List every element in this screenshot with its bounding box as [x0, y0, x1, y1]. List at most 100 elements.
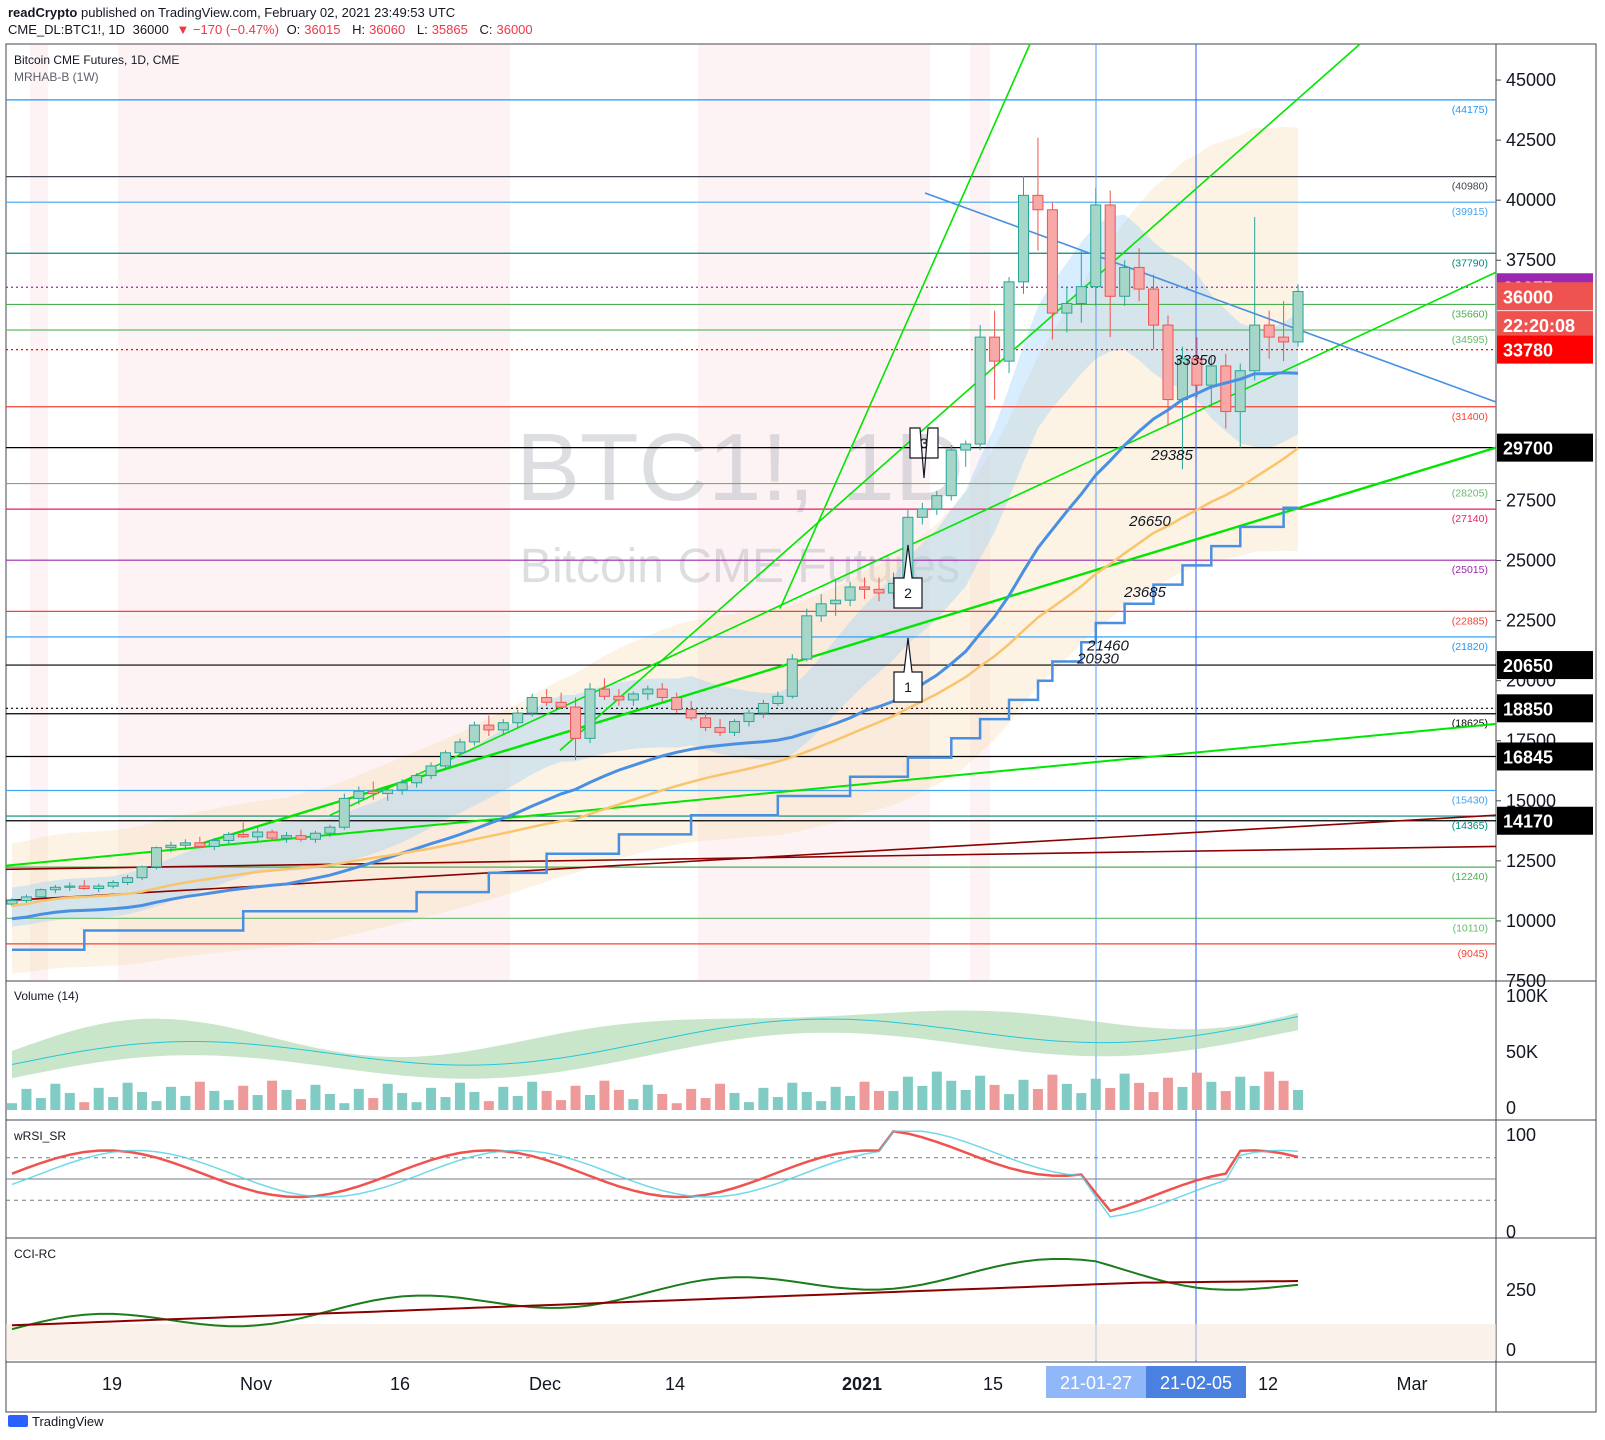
price-label-20650: 20650 — [1497, 651, 1593, 680]
candle-body-10 — [151, 847, 162, 868]
volume-bar-37 — [541, 1090, 552, 1110]
price-label-29700: 29700 — [1497, 433, 1593, 462]
candle-body-17 — [252, 831, 264, 838]
price-label-text-4: 29700 — [1503, 439, 1553, 459]
price-label-bg-8 — [1497, 806, 1593, 835]
volume-bar-65 — [946, 1080, 957, 1110]
price-label-bg-1 — [1497, 282, 1593, 311]
publisher-name[interactable]: readCrypto — [8, 5, 78, 20]
volume-bar-87 — [1264, 1071, 1275, 1110]
volume-bar-14 — [209, 1090, 220, 1110]
high-value: 36060 — [369, 22, 406, 37]
price-label-22:20:08: 22:20:08 — [1497, 311, 1593, 340]
volume-bar-36 — [527, 1081, 538, 1110]
candle-body-57 — [830, 599, 842, 605]
candle-body-59 — [859, 586, 871, 590]
candle-body-27 — [396, 782, 408, 791]
volume-bar-41 — [599, 1080, 610, 1110]
price-label-18850: 18850 — [1497, 694, 1593, 723]
price-label-bg-7 — [1497, 742, 1593, 771]
price-tick-15000: 15000 — [1506, 791, 1556, 811]
time-axis: 19 Nov 16 Dec 14 2021 15 12 Mar 21-01-27 21-02-05 — [102, 1366, 1428, 1398]
volume-tick-100K: 100K — [1506, 986, 1548, 1006]
candle-body-85 — [1234, 370, 1246, 413]
tradingview-logo[interactable]: TradingView — [8, 1414, 104, 1429]
candle-body-77 — [1119, 266, 1131, 297]
candle-body-68 — [989, 336, 1001, 362]
volume-bar-74 — [1076, 1093, 1087, 1110]
candle-body-47 — [685, 709, 697, 719]
candle-body-53 — [772, 695, 784, 705]
time-label-16: 16 — [390, 1374, 410, 1394]
volume-bar-61 — [888, 1091, 899, 1110]
price-tick-12500: 12500 — [1506, 851, 1556, 871]
candle-body-34 — [497, 722, 509, 731]
volume-bar-51 — [743, 1102, 754, 1110]
low-label: L: — [416, 22, 428, 37]
volume-bar-22 — [324, 1093, 335, 1110]
candle-body-69 — [1003, 281, 1015, 362]
yellow-ma-line — [11, 447, 1299, 907]
candle-body-13 — [194, 842, 206, 847]
candle-body-1 — [20, 896, 32, 902]
candle-body-16 — [237, 833, 249, 838]
low-value: 35865 — [431, 22, 468, 37]
volume-bar-31 — [454, 1082, 465, 1110]
date-badge-text-1: 21-02-05 — [1160, 1373, 1232, 1393]
volume-bar-30 — [440, 1097, 451, 1110]
candle-body-70 — [1018, 194, 1029, 283]
volume-bar-40 — [585, 1095, 595, 1110]
level-label-8: (27140) — [1452, 513, 1488, 525]
open-label: O: — [286, 22, 301, 37]
candle-body-45 — [656, 688, 668, 698]
volume-bar-8 — [122, 1082, 133, 1110]
cci-pane-title: CCI-RC — [14, 1247, 56, 1261]
candle-body-24 — [353, 790, 365, 799]
time-label-14: 14 — [665, 1374, 685, 1394]
candle-body-52 — [757, 703, 769, 714]
volume-bar-10 — [151, 1101, 162, 1110]
volume-tick-0: 0 — [1506, 1098, 1516, 1118]
volume-cloud — [12, 1010, 1298, 1079]
high-label: H: — [352, 22, 366, 37]
volume-bar-27 — [397, 1092, 408, 1110]
callout-text-2: 2 — [904, 585, 912, 601]
volume-bar-83 — [1206, 1081, 1217, 1110]
price-label-bg-3 — [1497, 335, 1593, 364]
volume-bar-19 — [281, 1089, 292, 1110]
candle-body-88 — [1278, 336, 1290, 343]
rsi-signal-line — [11, 1130, 1299, 1218]
callout-3: 3 — [909, 427, 939, 479]
annotation-20930: 20930 — [1076, 650, 1119, 667]
candle-body-64 — [931, 495, 943, 510]
candle-body-23 — [338, 797, 350, 828]
level-label-7: (28205) — [1452, 488, 1488, 500]
candle-body-14 — [208, 839, 220, 847]
ma-band — [12, 214, 1298, 927]
candle-body-25 — [367, 790, 379, 795]
candle-body-39 — [570, 706, 582, 739]
callout-1: 1 — [893, 637, 923, 703]
volume-bar-26 — [382, 1083, 393, 1110]
price-tick-40000: 40000 — [1506, 190, 1556, 210]
last-price: 36000 — [132, 22, 169, 37]
date-badge-bg-1 — [1146, 1366, 1246, 1398]
candle-body-71 — [1032, 194, 1044, 211]
volume-bar-71 — [1032, 1088, 1043, 1110]
candle-body-66 — [960, 443, 972, 451]
volume-bar-20 — [296, 1099, 306, 1110]
level-label-0: (44175) — [1452, 104, 1488, 116]
trend-line-2 — [5, 722, 1497, 867]
volume-bar-48 — [700, 1098, 711, 1110]
volume-bar-59 — [859, 1081, 870, 1110]
level-label-11: (21820) — [1452, 641, 1488, 653]
candle-body-79 — [1148, 288, 1160, 326]
time-label-19: 19 — [102, 1374, 122, 1394]
candle-body-36 — [526, 696, 538, 714]
price-tick-22500: 22500 — [1506, 611, 1556, 631]
volume-bar-64 — [931, 1071, 942, 1110]
volume-bar-24 — [353, 1088, 364, 1110]
candle-body-55 — [801, 615, 813, 660]
volume-bar-5 — [79, 1102, 90, 1110]
